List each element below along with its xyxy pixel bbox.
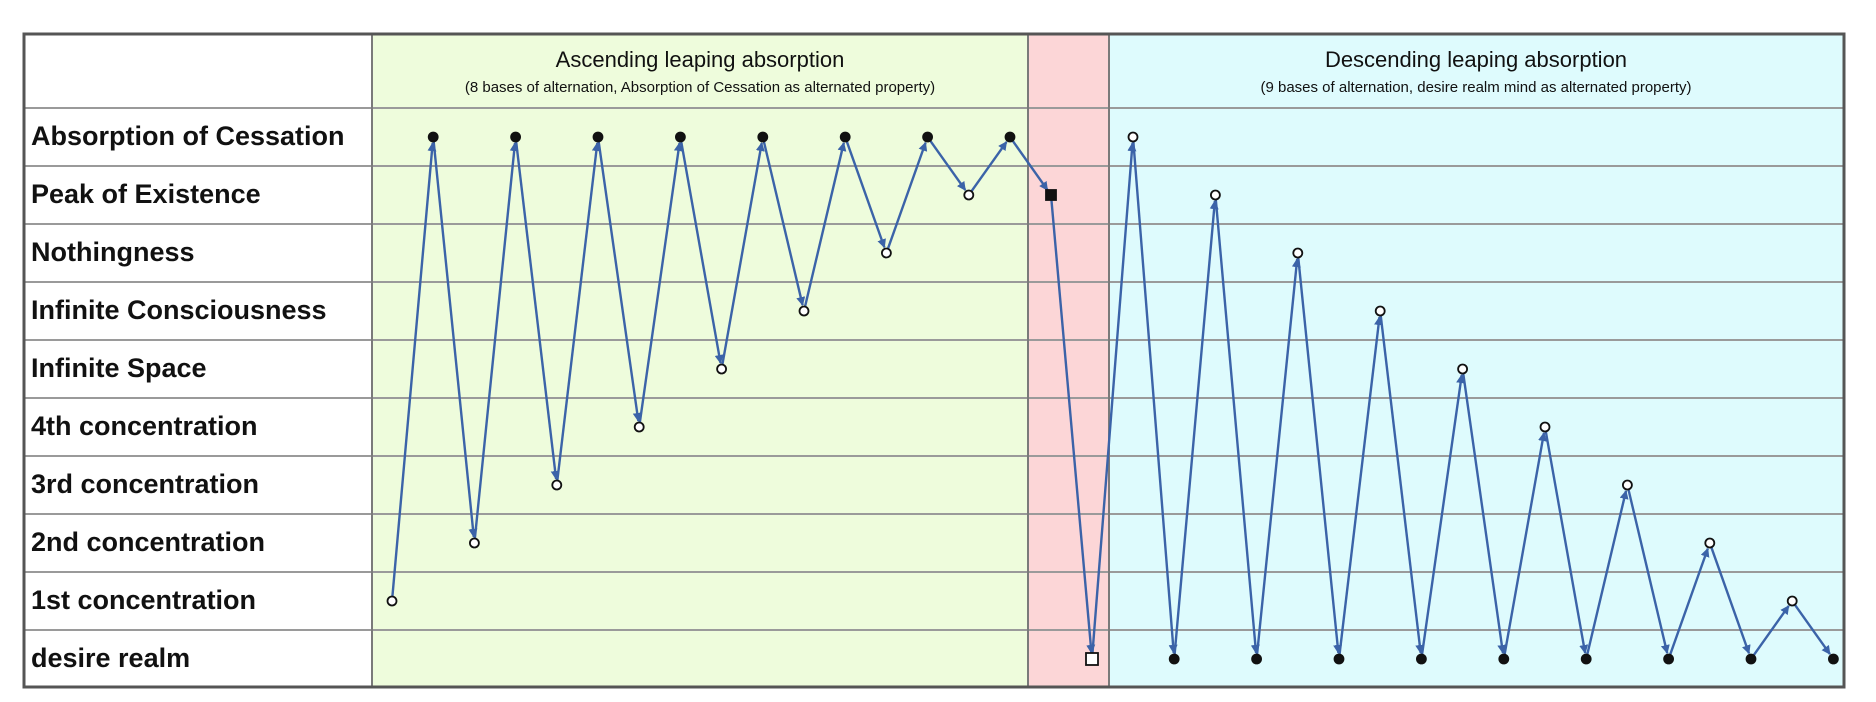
row-label-desire-realm: desire realm xyxy=(31,643,190,673)
path-segment-arrow xyxy=(1050,199,1096,654)
filled-circle-marker xyxy=(1828,653,1839,665)
ascending-section-background xyxy=(372,34,1028,687)
filled-circle-marker xyxy=(427,131,439,143)
path-markers xyxy=(386,131,1839,666)
open-circle-marker xyxy=(798,305,810,317)
filled-circle-marker xyxy=(1416,653,1427,665)
descending-subtitle: (9 bases of alternation, desire realm mi… xyxy=(1260,79,1691,96)
filled-circle-marker xyxy=(839,131,851,143)
path-segment-arrow xyxy=(1503,432,1547,655)
open-circle-marker xyxy=(1127,131,1139,143)
row-label-4th-concentration: 4th concentration xyxy=(31,411,258,441)
path-segment-arrow xyxy=(514,141,560,480)
path-segment-arrow xyxy=(1338,316,1384,655)
open-circle-marker xyxy=(881,247,892,259)
row-labels: Absorption of Cessation Peak of Existenc… xyxy=(31,121,345,673)
open-circle-marker xyxy=(386,595,398,607)
open-circle-marker xyxy=(963,189,975,201)
open-circle-marker xyxy=(1539,421,1551,433)
filled-circle-marker xyxy=(1168,653,1180,665)
path-segment-arrow xyxy=(721,142,765,365)
path-segment-arrow xyxy=(473,142,519,539)
row-label-1st-concentration: 1st concentration xyxy=(31,585,256,615)
path-segment-arrow xyxy=(803,141,847,307)
open-square-marker xyxy=(1085,652,1099,666)
filled-circle-marker xyxy=(675,131,686,143)
row-label-peak-of-existence: Peak of Existence xyxy=(31,179,261,209)
filled-square-marker xyxy=(1045,189,1057,201)
filled-circle-marker xyxy=(757,131,769,143)
row-label-3rd-concentration: 3rd concentration xyxy=(31,469,259,499)
open-circle-marker xyxy=(633,421,645,433)
filled-circle-marker xyxy=(1498,653,1510,665)
filled-circle-marker xyxy=(1333,653,1345,665)
filled-circle-marker xyxy=(922,131,933,143)
path-segment-arrow xyxy=(1669,547,1710,655)
path-segment-arrow xyxy=(1173,200,1219,655)
ascending-subtitle: (8 bases of alternation, Absorption of C… xyxy=(465,79,935,96)
path-segment-arrow xyxy=(886,141,928,249)
path-segment-arrow xyxy=(1586,489,1629,655)
path-segment-arrow xyxy=(1091,142,1137,655)
transition-column-background xyxy=(1028,34,1109,687)
path-segment-arrow xyxy=(556,142,601,481)
open-circle-marker xyxy=(1457,363,1468,375)
open-circle-marker xyxy=(1210,189,1221,201)
filled-circle-marker xyxy=(1251,653,1262,665)
open-circle-marker xyxy=(1374,305,1386,317)
filled-circle-marker xyxy=(1745,653,1757,665)
path-segment-arrow xyxy=(1297,257,1343,654)
path-segment-arrow xyxy=(1132,141,1178,654)
filled-circle-marker xyxy=(1004,131,1016,143)
open-circle-marker xyxy=(716,363,727,375)
filled-circle-marker xyxy=(1580,653,1592,665)
open-circle-marker xyxy=(1786,595,1798,607)
path-segment-arrow xyxy=(638,142,683,423)
path-segment-arrow xyxy=(1794,604,1831,655)
open-circle-marker xyxy=(551,479,563,491)
path-segment-arrow xyxy=(970,141,1008,192)
filled-circle-marker xyxy=(510,131,521,143)
open-circle-marker xyxy=(1292,247,1304,259)
path-segment-arrow xyxy=(680,141,724,364)
path-segment-arrow xyxy=(432,141,478,538)
path-segment-arrow xyxy=(1214,199,1260,654)
row-label-2nd-concentration: 2nd concentration xyxy=(31,527,265,557)
path-segment-arrow xyxy=(1752,605,1790,656)
path-segment-arrow xyxy=(1255,258,1301,655)
alternation-path xyxy=(391,140,1831,656)
open-circle-marker xyxy=(1704,537,1716,549)
path-segment-arrow xyxy=(391,142,437,597)
path-segment-arrow xyxy=(1011,140,1049,191)
open-circle-marker xyxy=(468,537,480,549)
descending-title: Descending leaping absorption xyxy=(1325,47,1627,72)
row-label-nothingness: Nothingness xyxy=(31,237,195,267)
path-segment-arrow xyxy=(1462,373,1507,654)
path-segment-arrow xyxy=(1420,374,1466,655)
filled-circle-marker xyxy=(1663,653,1674,665)
path-segment-arrow xyxy=(1544,431,1589,654)
path-segment-arrow xyxy=(1627,489,1670,655)
path-segment-arrow xyxy=(929,140,967,191)
row-label-infinite-space: Infinite Space xyxy=(31,353,207,383)
path-segment-arrow xyxy=(762,141,806,307)
ascending-title: Ascending leaping absorption xyxy=(556,47,845,72)
filled-circle-marker xyxy=(592,131,604,143)
path-segment-arrow xyxy=(1710,547,1751,655)
row-label-infinite-consciousness: Infinite Consciousness xyxy=(31,295,327,325)
path-segment-arrow xyxy=(1379,315,1425,654)
descending-section-background xyxy=(1109,34,1844,687)
row-label-absorption-of-cessation: Absorption of Cessation xyxy=(31,121,345,151)
path-segment-arrow xyxy=(845,141,886,249)
diagram-frame xyxy=(22,32,1846,689)
path-segment-arrow xyxy=(597,141,642,422)
open-circle-marker xyxy=(1622,479,1633,491)
